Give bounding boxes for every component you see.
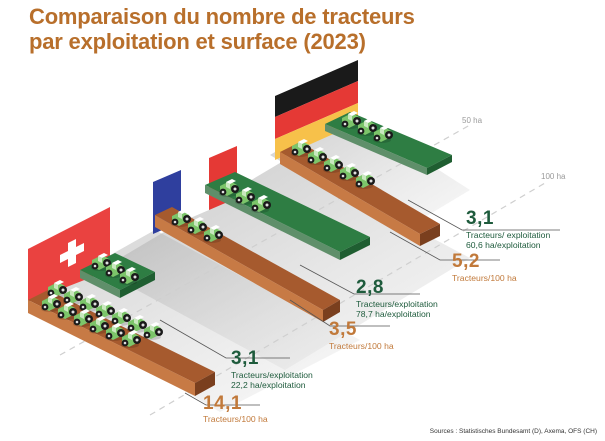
germany-tractors-per-farm-label: Tracteurs/ exploitation: [466, 230, 551, 240]
title-line-2: par exploitation et surface (2023): [29, 29, 366, 54]
france-ha-per-farm: 78,7 ha/exploitation: [356, 308, 431, 319]
switzerland-ha-per-farm: 22,2 ha/exploitation: [231, 379, 306, 390]
chart-title: Comparaison du nombre de tracteurs par e…: [29, 4, 415, 54]
france-tractors-per-100ha-label: Tracteurs/100 ha: [329, 341, 394, 351]
france-tractors-per-100ha: 3,5 Tracteurs/100 ha: [329, 320, 394, 352]
switzerland-tractors-per-farm-value: 3,1: [231, 348, 259, 369]
germany-tractors-per-100ha-value: 5,2: [452, 251, 480, 272]
france-tractors-per-farm: 2,8 Tracteurs/exploitation 78,7 ha/explo…: [356, 278, 438, 319]
france-group: [153, 146, 420, 327]
switzerland-tractors-per-100ha-label: Tracteurs/100 ha: [203, 414, 268, 424]
flag-switzerland: [28, 207, 110, 302]
germany-tractors-per-100ha: 5,2 Tracteurs/100 ha: [452, 252, 517, 284]
germany-group: [275, 60, 560, 261]
germany-tractors-per-farm: 3,1 Tracteurs/ exploitation 60,6 ha/expl…: [466, 209, 550, 250]
switzerland-tractors-per-farm-label: Tracteurs/exploitation: [231, 370, 313, 380]
switzerland-tractors-per-farm: 3,1 Tracteurs/exploitation 22,2 ha/explo…: [231, 349, 313, 390]
title-line-1: Comparaison du nombre de tracteurs: [29, 4, 415, 29]
germany-ha-per-farm: 60,6 ha/exploitation: [466, 239, 541, 250]
axis-label-100ha: 100 ha: [541, 172, 566, 181]
switzerland-tractors-per-100ha: 14,1 Tracteurs/100 ha: [203, 394, 268, 425]
switzerland-tractors-per-100ha-value: 14,1: [203, 393, 242, 414]
switzerland-group: [28, 207, 290, 406]
axis-label-50ha: 50 ha: [462, 116, 483, 125]
france-tractors-per-100ha-value: 3,5: [329, 319, 357, 340]
germany-tractors-per-farm-value: 3,1: [466, 208, 494, 229]
france-tractors-per-farm-value: 2,8: [356, 277, 384, 298]
germany-tractors-per-100ha-label: Tracteurs/100 ha: [452, 273, 517, 283]
source-note: Sources : Statistisches Bundesamt (D), A…: [429, 428, 597, 435]
france-tractors-per-farm-label: Tracteurs/exploitation: [356, 299, 438, 309]
